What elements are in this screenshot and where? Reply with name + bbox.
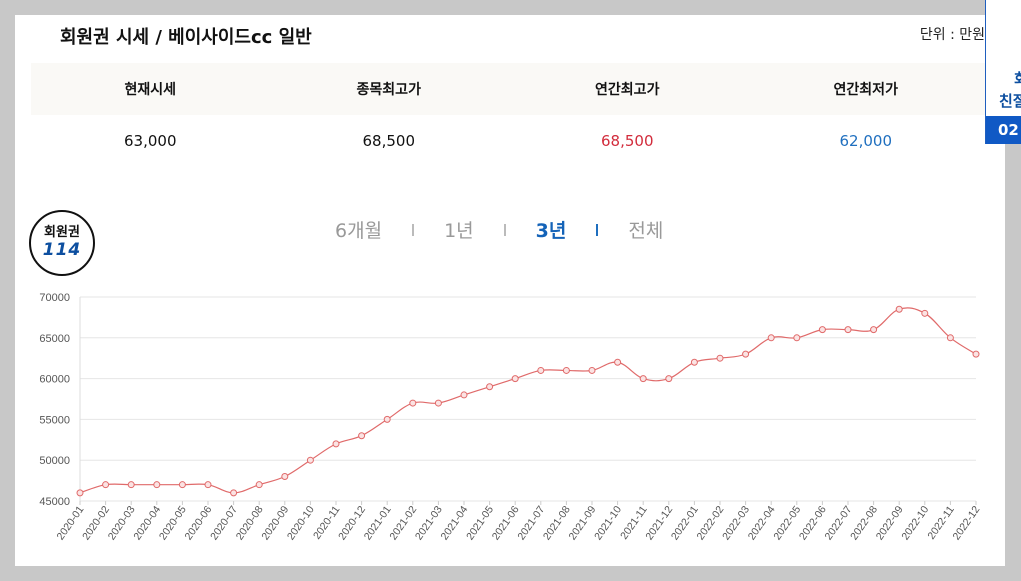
y-tick-label: 50000 [39, 455, 70, 467]
period-all[interactable]: 전체 [628, 220, 664, 242]
data-point [537, 366, 545, 374]
data-point [511, 375, 519, 383]
data-point [793, 334, 801, 342]
period-6-months[interactable]: 6개월 [335, 220, 383, 242]
side-tab-text-1: 회 [1014, 70, 1021, 88]
data-point [818, 326, 826, 334]
page-title: 회원권 시세 / 베이사이드cc 일반 [60, 27, 312, 48]
price-line-chart: 4500050000550006000065000700002020-01202… [39, 292, 983, 543]
data-point [127, 481, 135, 489]
value-annual-low: 62,000 [839, 132, 893, 150]
y-tick-label: 60000 [39, 374, 70, 386]
data-point [972, 350, 980, 358]
price-series-line [79, 307, 977, 494]
data-point [383, 415, 391, 423]
data-point [460, 391, 468, 399]
data-point [281, 473, 289, 481]
period-1-year[interactable]: 1년 [444, 220, 474, 242]
y-tick-label: 45000 [39, 496, 70, 508]
data-point [844, 326, 852, 334]
data-point [665, 375, 673, 383]
data-point [486, 383, 494, 391]
data-point [358, 432, 366, 440]
data-point [102, 481, 110, 489]
data-point [178, 481, 186, 489]
period-3-years[interactable]: 3년 [535, 220, 567, 242]
summary-header-row: 현재시세 종목최고가 연간최고가 연간최저가 [31, 63, 985, 115]
side-tab-text-2: 친절 [999, 92, 1021, 110]
data-point [255, 481, 263, 489]
data-point [306, 456, 314, 464]
data-point [434, 399, 442, 407]
data-point [870, 326, 878, 334]
hoewongwon114-logo: 회원권 114 [29, 210, 95, 276]
value-all-time-high: 68,500 [362, 132, 416, 150]
y-tick-label: 70000 [39, 292, 70, 304]
period-divider [412, 223, 415, 236]
summary-value-row: 63,000 68,500 68,500 62,000 [31, 115, 985, 167]
logo-text-number: 114 [42, 240, 82, 260]
data-point [690, 358, 698, 366]
logo-text-top: 회원권 [44, 225, 80, 240]
header-annual-low: 연간최저가 [833, 82, 898, 98]
price-panel: 회원권 시세 / 베이사이드cc 일반 단위 : 만원 현재시세 종목최고가 연… [15, 15, 1005, 566]
value-current-price: 63,000 [124, 132, 177, 150]
header-annual-high: 연간최고가 [595, 82, 660, 98]
data-point [946, 334, 954, 342]
header-all-time-high: 종목최고가 [356, 82, 421, 98]
value-annual-high: 68,500 [601, 132, 654, 150]
data-point [562, 366, 570, 374]
period-selector: 6개월 1년 3년 전체 [335, 216, 663, 243]
data-point [588, 366, 596, 374]
data-point [921, 309, 929, 317]
header-current-price: 현재시세 [124, 82, 177, 98]
data-point [409, 399, 417, 407]
data-point [230, 489, 238, 497]
period-divider [596, 223, 599, 236]
data-point [742, 350, 750, 358]
data-point [716, 354, 724, 362]
summary-table: 현재시세 종목최고가 연간최고가 연간최저가 63,000 68,500 68,… [31, 63, 985, 167]
data-point [76, 489, 84, 497]
unit-label: 단위 : 만원 [919, 27, 985, 43]
data-point [204, 481, 212, 489]
data-point [767, 334, 775, 342]
data-point [614, 358, 622, 366]
side-tab[interactable]: 회 친절 02 [985, 0, 1021, 144]
y-tick-label: 55000 [39, 414, 70, 426]
data-point [153, 481, 161, 489]
y-tick-label: 65000 [39, 333, 70, 345]
data-point [332, 440, 340, 448]
data-point [639, 375, 647, 383]
x-tick-label: 2022-12 [951, 504, 983, 543]
side-tab-badge: 02 [986, 116, 1021, 144]
period-divider [503, 223, 506, 236]
data-point [895, 305, 903, 313]
